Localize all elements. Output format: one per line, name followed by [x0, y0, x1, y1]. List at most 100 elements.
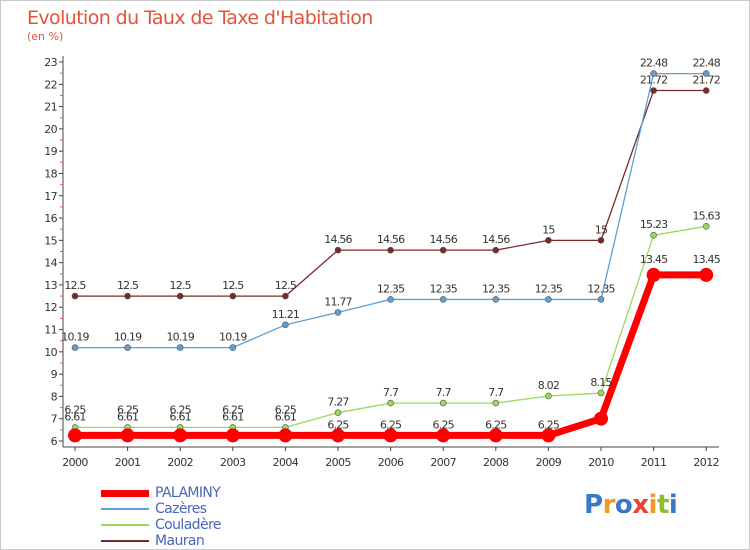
- data-label-mauran: 14.56: [324, 233, 352, 246]
- data-point-palaminy: [699, 267, 714, 282]
- data-label-cazeres: 12.35: [429, 282, 457, 295]
- x-tick-label: 2000: [62, 456, 88, 469]
- legend-swatch-mauran: [101, 540, 149, 542]
- x-tick-label: 2011: [641, 456, 667, 469]
- data-point-cazeres: [124, 344, 131, 351]
- data-label-palaminy: 6.25: [538, 418, 560, 431]
- data-label-couladere: 7.7: [488, 386, 504, 399]
- data-label-couladere: 8.15: [590, 376, 612, 389]
- data-label-couladere: 15.63: [692, 209, 720, 222]
- y-tick-label: 16: [44, 212, 57, 225]
- data-point-palaminy: [646, 267, 661, 282]
- data-point-cazeres: [545, 296, 552, 303]
- data-point-palaminy: [225, 428, 240, 443]
- y-tick-label: 9: [51, 368, 58, 381]
- y-tick-label: 17: [44, 190, 57, 203]
- data-label-palaminy: 6.25: [433, 418, 455, 431]
- y-tick-label: 12: [44, 301, 57, 314]
- y-tick-label: 13: [44, 279, 57, 292]
- data-label-cazeres: 22.48: [692, 57, 720, 70]
- data-point-palaminy: [331, 428, 345, 443]
- data-point-palaminy: [278, 428, 293, 443]
- data-label-mauran: 21.72: [692, 74, 720, 87]
- data-point-mauran: [282, 292, 289, 300]
- data-label-cazeres: 11.21: [272, 308, 300, 321]
- data-label-cazeres: 10.19: [166, 331, 194, 344]
- data-point-cazeres: [229, 344, 237, 351]
- legend-item-cazeres: Cazères: [101, 501, 301, 517]
- data-point-couladere: [650, 231, 657, 239]
- data-label-palaminy: 6.25: [275, 403, 297, 416]
- y-tick-label: 14: [44, 257, 57, 270]
- data-point-mauran: [545, 237, 552, 244]
- data-point-mauran: [124, 292, 131, 300]
- y-tick-label: 11: [44, 324, 57, 337]
- data-label-couladere: 8.02: [538, 379, 559, 392]
- data-label-couladere: 6.61: [64, 410, 85, 423]
- data-point-palaminy: [68, 428, 82, 443]
- data-label-couladere: 7.7: [436, 386, 452, 399]
- data-point-couladere: [702, 223, 710, 230]
- data-point-cazeres: [597, 296, 605, 303]
- chart-title: Evolution du Taux de Taxe d'Habitation: [27, 7, 373, 29]
- data-label-cazeres: 12.35: [377, 282, 405, 295]
- data-label-couladere: 15.23: [640, 218, 668, 231]
- data-label-cazeres: 12.35: [535, 282, 563, 295]
- x-tick-label: 2004: [273, 456, 299, 469]
- data-point-couladere: [334, 409, 342, 416]
- data-point-mauran: [597, 237, 605, 244]
- data-point-couladere: [387, 399, 394, 407]
- data-point-couladere: [492, 399, 500, 407]
- y-tick-label: 18: [44, 167, 57, 180]
- y-tick-label: 15: [44, 234, 57, 247]
- data-point-palaminy: [541, 428, 556, 443]
- data-point-mauran: [176, 292, 184, 300]
- data-point-cazeres: [702, 70, 710, 77]
- y-tick-label: 19: [44, 145, 57, 158]
- legend-item-couladere: Couladère: [101, 517, 301, 533]
- data-point-cazeres: [650, 70, 657, 77]
- legend-label-couladere: Couladère: [155, 517, 221, 533]
- data-point-cazeres: [334, 309, 342, 316]
- data-point-palaminy: [173, 428, 188, 443]
- data-point-palaminy: [436, 428, 451, 443]
- data-label-mauran: 12.5: [117, 279, 139, 292]
- logo-letter: P: [584, 490, 603, 520]
- x-tick-label: 2003: [220, 456, 246, 469]
- legend-swatch-couladere: [101, 524, 149, 526]
- data-label-cazeres: 10.19: [61, 331, 89, 344]
- data-label-couladere: 6.61: [170, 410, 191, 423]
- data-point-mauran: [439, 246, 447, 254]
- data-label-couladere: 6.61: [275, 410, 296, 423]
- data-point-cazeres: [176, 344, 184, 351]
- data-label-mauran: 12.5: [222, 279, 244, 292]
- data-label-palaminy: 6.25: [380, 418, 402, 431]
- y-tick-label: 20: [44, 123, 57, 136]
- data-label-couladere: 6.61: [222, 410, 243, 423]
- data-label-mauran: 14.56: [377, 233, 405, 246]
- x-tick-label: 2008: [483, 456, 509, 469]
- data-label-cazeres: 10.19: [114, 331, 142, 344]
- logo-letter: r: [602, 490, 616, 520]
- y-tick-label: 6: [51, 435, 58, 448]
- data-label-palaminy: 6.25: [117, 403, 139, 416]
- proxiti-logo: Proxiti: [584, 490, 678, 520]
- x-tick-label: 2012: [693, 456, 719, 469]
- x-tick-label: 2001: [115, 456, 141, 469]
- data-point-couladere: [439, 399, 447, 407]
- data-label-palaminy: 13.45: [692, 253, 720, 266]
- data-label-palaminy: 6.25: [170, 403, 192, 416]
- data-point-mauran: [71, 292, 79, 300]
- data-point-palaminy: [120, 428, 135, 443]
- data-point-palaminy: [594, 411, 608, 426]
- data-label-mauran: 15: [595, 223, 608, 236]
- data-point-cazeres: [492, 296, 500, 303]
- data-point-palaminy: [488, 428, 503, 443]
- legend-item-mauran: Mauran: [101, 533, 301, 549]
- y-tick-label: 21: [44, 101, 57, 114]
- x-tick-label: 2010: [588, 456, 614, 469]
- data-label-palaminy: 6.25: [64, 403, 86, 416]
- x-tick-label: 2006: [378, 456, 404, 469]
